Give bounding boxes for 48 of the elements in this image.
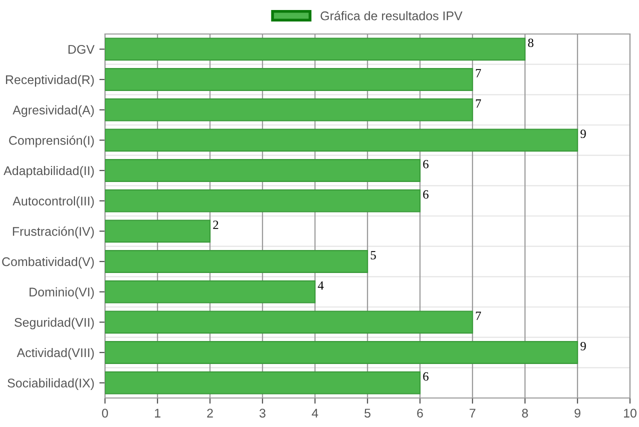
x-tick-label: 4 <box>312 408 318 418</box>
x-tick-label: 5 <box>364 408 370 418</box>
y-tick-label: Frustración(IV) <box>12 226 94 238</box>
bar <box>105 341 578 364</box>
y-tick-label: Autocontrol(III) <box>12 196 94 208</box>
bar <box>105 159 421 182</box>
data-label: 6 <box>423 190 428 199</box>
bar <box>105 280 316 304</box>
data-label: 9 <box>580 130 586 138</box>
data-label: 6 <box>423 372 428 381</box>
y-tick-label: Receptividad(R) <box>6 74 94 87</box>
x-tick-label: 8 <box>522 408 528 418</box>
bar <box>105 128 578 152</box>
data-label: 7 <box>476 312 482 320</box>
y-tick-label: Agresividad(A) <box>12 105 94 117</box>
data-label: 7 <box>476 69 482 78</box>
x-tick-label: 2 <box>207 408 213 418</box>
data-label: 5 <box>370 251 376 260</box>
data-label: 7 <box>476 99 482 108</box>
bar <box>105 250 368 273</box>
bar <box>105 98 474 122</box>
y-tick-label: Combatividad(V) <box>2 256 94 269</box>
x-tick-label: 10 <box>624 408 636 418</box>
y-tick-label: Adaptabilidad(II) <box>4 166 94 178</box>
bar <box>105 371 421 394</box>
y-tick-label: Dominio(VI) <box>30 287 94 299</box>
data-label: 2 <box>213 220 218 229</box>
legend-label: Gráfica de resultados IPV <box>320 10 462 20</box>
x-tick-label: 0 <box>102 408 108 418</box>
data-label: 8 <box>528 38 534 48</box>
y-tick-label: Actividad(VIII) <box>16 348 94 360</box>
x-tick-label: 7 <box>470 408 476 418</box>
bar <box>105 68 474 91</box>
y-tick-label: Sociabilidad(IX) <box>8 378 94 390</box>
y-tick-label: Comprensión(I) <box>9 136 94 148</box>
data-label: 9 <box>580 342 586 350</box>
bar <box>105 310 474 334</box>
x-tick-label: 1 <box>154 408 160 418</box>
y-tick-label: Seguridad(VII) <box>14 318 94 330</box>
bar <box>105 220 211 243</box>
y-tick-label: DGV <box>68 44 95 54</box>
bar <box>105 38 526 61</box>
x-tick-label: 9 <box>574 408 580 418</box>
data-label: 6 <box>423 160 428 168</box>
bar <box>105 189 421 212</box>
x-tick-label: 6 <box>417 408 423 418</box>
data-label: 4 <box>318 281 324 290</box>
x-tick-label: 3 <box>260 408 266 418</box>
